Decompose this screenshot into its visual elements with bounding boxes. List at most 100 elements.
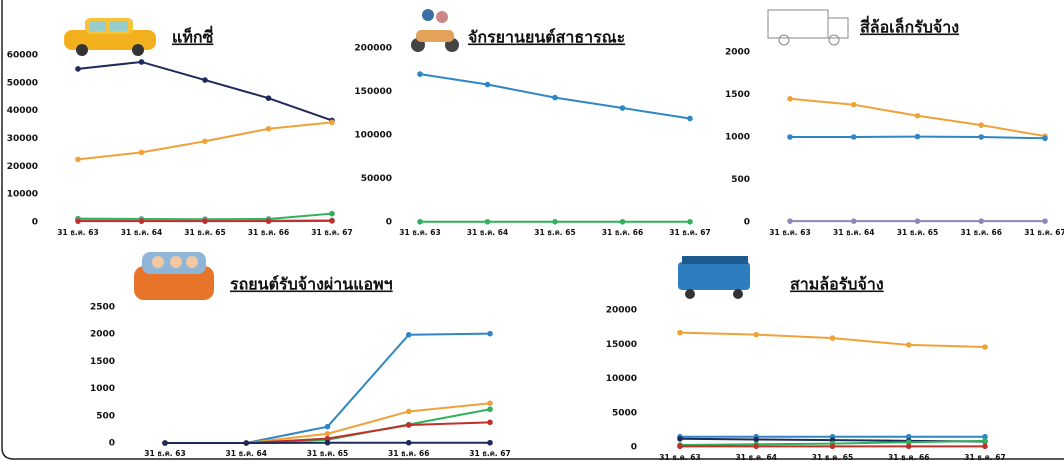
x-tick-label: 31 ธ.ค. 66: [388, 449, 429, 458]
data-point: [75, 156, 81, 163]
data-point: [138, 149, 145, 156]
data-point: [75, 218, 81, 224]
data-point: [162, 440, 168, 446]
data-point: [487, 330, 493, 337]
data-point: [487, 419, 493, 426]
data-point: [787, 218, 793, 224]
x-tick-label: 31 ธ.ค. 65: [184, 228, 225, 237]
data-point: [329, 119, 335, 126]
x-tick-label: 31 ธ.ค. 67: [469, 449, 510, 458]
y-tick-label: 2000: [725, 48, 750, 58]
y-tick-label: 60000: [7, 51, 38, 61]
y-tick-label: 0: [32, 218, 38, 228]
data-point: [982, 344, 988, 350]
y-tick-label: 0: [386, 218, 392, 228]
data-point: [850, 134, 857, 140]
data-point: [982, 443, 988, 450]
y-tick-label: 1000: [725, 133, 750, 143]
data-point: [677, 435, 683, 442]
data-point: [914, 133, 921, 140]
x-tick-label: 31 ธ.ค. 63: [399, 228, 440, 237]
tuktuk-icon: [678, 256, 750, 299]
chart-title: สี่ล้อเล็กรับจ้าง: [860, 16, 959, 37]
chart-title: รถยนต์รับจ้างผ่านแอพฯ: [230, 275, 393, 294]
data-point: [202, 218, 208, 224]
data-point: [417, 71, 423, 77]
data-point: [850, 218, 857, 224]
y-tick-label: 20000: [606, 306, 637, 316]
data-point: [265, 125, 272, 132]
data-point: [405, 439, 412, 446]
data-point: [484, 81, 491, 88]
chart-title: สามล้อรับจ้าง: [790, 275, 884, 294]
y-tick-label: 1500: [725, 90, 750, 100]
data-point: [978, 218, 985, 224]
data-point: [405, 331, 412, 338]
data-point: [138, 218, 145, 224]
x-tick-label: 31 ธ.ค. 66: [961, 228, 1002, 237]
x-tick-label: 31 ธ.ค. 65: [534, 228, 575, 237]
data-point: [324, 430, 331, 437]
data-point: [324, 435, 331, 442]
y-tick-label: 10000: [7, 190, 38, 200]
y-tick-label: 200000: [354, 44, 392, 54]
x-tick-label: 31 ธ.ค. 67: [964, 453, 1005, 461]
data-point: [905, 342, 912, 348]
y-tick-label: 0: [744, 218, 750, 228]
x-tick-label: 31 ธ.ค. 63: [659, 453, 700, 461]
data-point: [753, 436, 760, 443]
x-tick-label: 31 ธ.ค. 64: [467, 228, 508, 237]
y-tick-label: 2000: [90, 330, 115, 340]
data-point: [329, 210, 335, 217]
x-tick-label: 31 ธ.ค. 66: [602, 228, 643, 237]
data-point: [405, 422, 412, 428]
data-point: [202, 77, 208, 83]
data-point: [787, 95, 793, 102]
data-point: [982, 433, 988, 440]
data-point: [619, 218, 626, 225]
y-tick-label: 50000: [361, 174, 392, 184]
data-point: [243, 440, 250, 446]
y-tick-label: 15000: [606, 340, 637, 350]
data-point: [850, 101, 857, 108]
y-tick-label: 40000: [7, 106, 38, 116]
x-tick-label: 31 ธ.ค. 63: [144, 449, 185, 458]
lorry-icon: [767, 9, 849, 46]
x-tick-label: 31 ธ.ค. 63: [769, 228, 810, 237]
data-point: [982, 438, 988, 444]
y-tick-label: 0: [631, 443, 637, 453]
data-point: [329, 218, 335, 224]
data-point: [914, 112, 921, 119]
y-tick-label: 500: [96, 411, 115, 421]
data-point: [138, 59, 145, 65]
chart-title: แท็กซี่: [172, 26, 214, 47]
car-icon: [134, 252, 214, 300]
x-tick-label: 31 ธ.ค. 66: [248, 228, 289, 237]
data-point: [487, 439, 493, 446]
data-point: [905, 433, 912, 440]
y-tick-label: 0: [109, 439, 115, 449]
x-tick-label: 31 ธ.ค. 64: [121, 228, 162, 237]
x-tick-label: 31 ธ.ค. 67: [669, 228, 710, 237]
data-point: [417, 218, 423, 225]
y-tick-label: 500: [731, 175, 750, 185]
data-point: [265, 218, 272, 224]
data-point: [1042, 218, 1048, 224]
x-tick-label: 31 ธ.ค. 65: [307, 449, 348, 458]
data-point: [1042, 135, 1048, 142]
y-tick-label: 150000: [354, 87, 392, 97]
data-point: [787, 134, 793, 140]
data-point: [753, 331, 760, 338]
data-point: [829, 335, 836, 341]
x-tick-label: 31 ธ.ค. 65: [812, 453, 853, 461]
motorbike-icon: [411, 9, 459, 52]
x-tick-label: 31 ธ.ค. 64: [226, 449, 267, 458]
data-point: [753, 443, 760, 450]
data-point: [202, 138, 208, 145]
data-point: [487, 400, 493, 407]
y-tick-label: 20000: [7, 162, 38, 172]
data-point: [484, 218, 491, 225]
data-point: [829, 443, 836, 450]
